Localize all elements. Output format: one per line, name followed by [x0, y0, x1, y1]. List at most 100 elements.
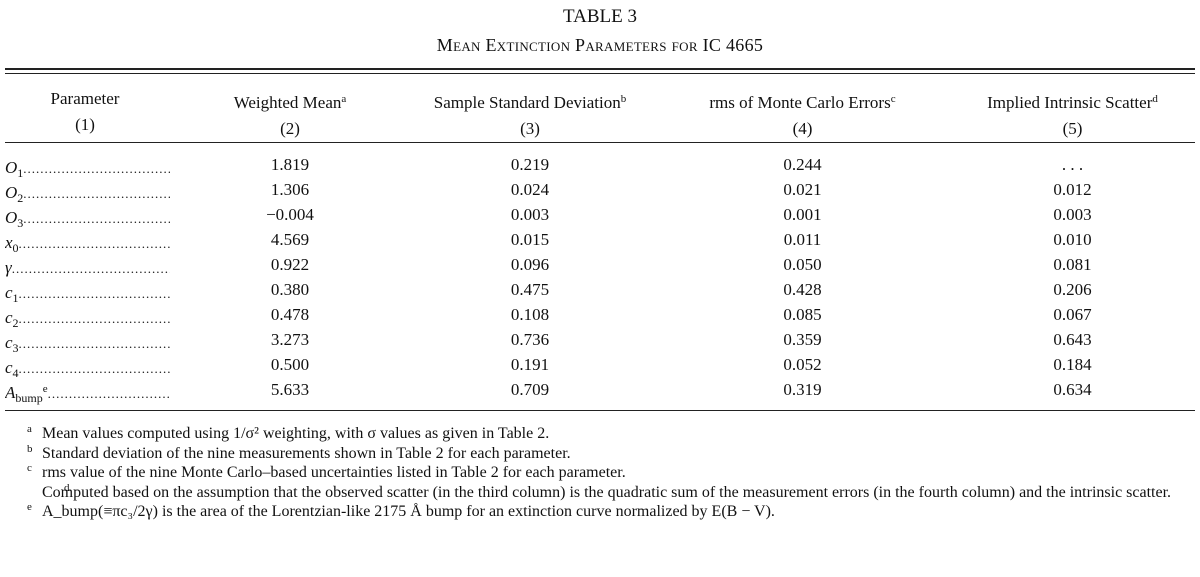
- header-footnote-mark: d: [1152, 93, 1158, 105]
- header-footnote-mark: c: [890, 93, 896, 105]
- header-intrinsic-scatter: Implied Intrinsic Scatterd (5): [960, 86, 1185, 142]
- footnote-text: Mean values computed using 1/σ² weightin…: [42, 425, 550, 442]
- intrinsic-scatter-value: 0.184: [1053, 355, 1092, 374]
- header-number: (1): [75, 115, 95, 134]
- weighted-mean-value: 4.569: [270, 230, 310, 249]
- parameter-name: γ.......................................…: [5, 252, 170, 286]
- leader-dots: ........................................…: [23, 186, 170, 201]
- header-label: Sample Standard Deviation: [433, 93, 621, 112]
- header-weighted-mean: Weighted Meana (2): [195, 86, 385, 142]
- footnote-mark: e: [27, 501, 32, 513]
- sample-std-dev-value: 0.736: [510, 330, 550, 349]
- parameter-symbol: O: [5, 208, 18, 227]
- footnotes: a Mean values computed using 1/σ² weighti…: [5, 423, 1195, 522]
- table-title: TABLE 3: [563, 6, 637, 27]
- intrinsic-scatter-value: 0.012: [1053, 180, 1092, 199]
- weighted-mean-value: −0.004: [266, 205, 314, 224]
- table-row: Abumpe..................................…: [0, 377, 1200, 405]
- intrinsic-scatter-value: 0.010: [1053, 230, 1092, 249]
- footnote: b Standard deviation of the nine measurem…: [5, 443, 1195, 464]
- weighted-mean-value: 1.819: [270, 155, 310, 174]
- parameter-name: O3......................................…: [5, 202, 170, 236]
- parameter-name: O1......................................…: [5, 152, 170, 186]
- rms-monte-carlo-value: 0.050: [783, 255, 822, 274]
- parameter-footnote-mark: e: [42, 383, 48, 395]
- footnote: e A_bump(≡πc₃/2γ) is the area of the Lore…: [5, 501, 1195, 522]
- rms-monte-carlo-value: 0.085: [783, 305, 822, 324]
- header-footnote-mark: a: [341, 93, 347, 105]
- sample-std-dev-value: 0.096: [510, 255, 550, 274]
- rms-monte-carlo-value: 0.428: [783, 280, 822, 299]
- header-label: rms of Monte Carlo Errors: [709, 93, 891, 112]
- header-label: Weighted Mean: [233, 93, 342, 112]
- sample-std-dev-value: 0.709: [510, 380, 550, 399]
- rms-monte-carlo-value: 0.319: [783, 380, 822, 399]
- sample-std-dev-value: 0.475: [510, 280, 550, 299]
- sample-std-dev-value: 0.108: [510, 305, 550, 324]
- parameter-symbol: A: [5, 383, 16, 402]
- intrinsic-scatter-value: 0.067: [1053, 305, 1092, 324]
- parameter-symbol: O: [5, 158, 18, 177]
- header-number: (5): [1062, 119, 1083, 138]
- table-row: O1......................................…: [0, 152, 1200, 180]
- weighted-mean-value: 3.273: [270, 330, 310, 349]
- parameter-symbol: c: [5, 333, 13, 352]
- parameter-name: x0......................................…: [5, 227, 170, 261]
- sample-std-dev-value: 0.015: [510, 230, 550, 249]
- top-rule: [5, 68, 1195, 70]
- parameter-symbol: c: [5, 308, 13, 327]
- rms-monte-carlo-value: 0.244: [783, 155, 822, 174]
- table-row: c3......................................…: [0, 327, 1200, 355]
- parameter-symbol: c: [5, 283, 13, 302]
- header-rms-monte-carlo: rms of Monte Carlo Errorsc (4): [680, 86, 925, 142]
- intrinsic-scatter-value: 0.643: [1053, 330, 1092, 349]
- table-subtitle: Mean Extinction Parameters for IC 4665: [436, 35, 764, 55]
- leader-dots: ........................................…: [18, 311, 170, 326]
- sample-std-dev-value: 0.191: [510, 355, 550, 374]
- sample-std-dev-value: 0.219: [510, 155, 550, 174]
- leader-dots: ........................................…: [23, 161, 170, 176]
- leader-dots: ........................................…: [18, 361, 170, 376]
- intrinsic-scatter-value: 0.206: [1053, 280, 1092, 299]
- table-body: O1......................................…: [0, 152, 1200, 405]
- footnote-text: Computed based on the assumption that th…: [42, 483, 1172, 501]
- leader-dots: ........................................…: [47, 386, 170, 401]
- leader-dots: ........................................…: [18, 286, 170, 301]
- footnote-mark: c: [27, 462, 32, 474]
- footnote: c rms value of the nine Monte Carlo–based…: [5, 462, 1195, 483]
- parameter-subscript: 1: [12, 291, 19, 305]
- sample-std-dev-value: 0.003: [510, 205, 550, 224]
- rms-monte-carlo-value: 0.021: [783, 180, 822, 199]
- parameter-name: c4......................................…: [5, 352, 170, 386]
- footnote-text: Standard deviation of the nine measureme…: [42, 444, 571, 462]
- parameter-subscript: bump: [15, 391, 43, 405]
- header-label: Parameter: [50, 89, 120, 108]
- table-row: γ.......................................…: [0, 252, 1200, 277]
- leader-dots: ........................................…: [18, 336, 170, 351]
- leader-dots: ........................................…: [23, 211, 170, 226]
- bottom-rule: [5, 410, 1195, 411]
- header-parameter: Parameter (1): [5, 86, 165, 138]
- footnote-mark: d: [64, 481, 70, 494]
- leader-dots: ........................................…: [18, 236, 170, 251]
- table-row: x0......................................…: [0, 227, 1200, 255]
- parameter-subscript: 1: [17, 166, 24, 180]
- parameter-subscript: 0: [12, 241, 19, 255]
- table-row: c4......................................…: [0, 352, 1200, 380]
- parameter-subscript: 4: [12, 366, 19, 380]
- weighted-mean-value: 0.380: [270, 280, 310, 299]
- header-footnote-mark: b: [620, 93, 627, 105]
- weighted-mean-value: 0.478: [270, 305, 310, 324]
- parameter-subscript: 3: [17, 216, 24, 230]
- header-number: (2): [280, 119, 300, 138]
- intrinsic-scatter-value: 0.003: [1053, 205, 1092, 224]
- intrinsic-scatter-value: 0.081: [1053, 255, 1092, 274]
- table-row: O3......................................…: [0, 202, 1200, 230]
- header-rule: [5, 142, 1195, 143]
- rms-monte-carlo-value: 0.359: [783, 330, 822, 349]
- parameter-subscript: 2: [17, 191, 24, 205]
- parameter-name: O2......................................…: [5, 177, 170, 211]
- weighted-mean-value: 1.306: [270, 180, 310, 199]
- top-rule-thin: [5, 73, 1195, 74]
- footnote: a Mean values computed using 1/σ² weighti…: [5, 423, 1195, 444]
